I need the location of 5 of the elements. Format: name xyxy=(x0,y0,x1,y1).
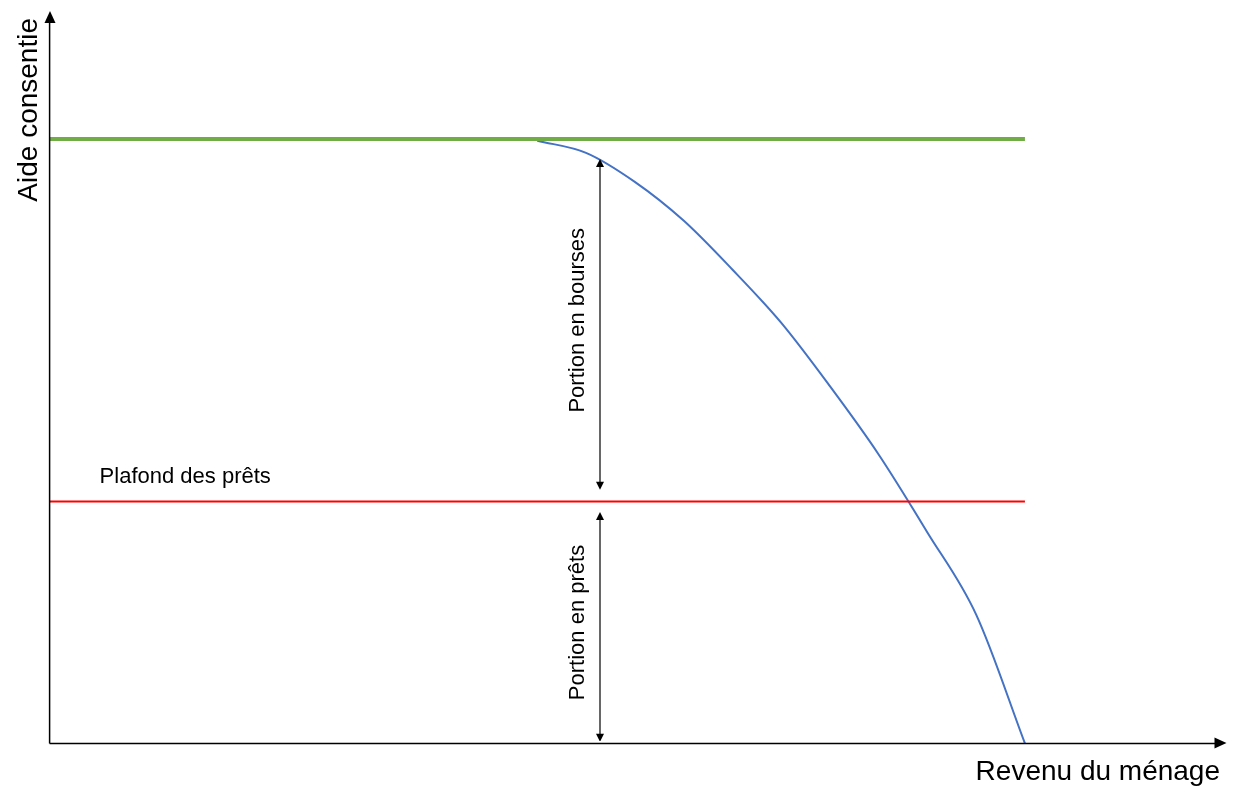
annotation: Portion en prêts xyxy=(564,544,590,701)
x-axis-title: Revenu du ménage xyxy=(975,754,1220,786)
annotation: Portion en bourses xyxy=(564,227,590,413)
ref-line-label: Plafond des prêts xyxy=(99,462,271,488)
y-axis-title: Aide consentie xyxy=(11,18,43,202)
